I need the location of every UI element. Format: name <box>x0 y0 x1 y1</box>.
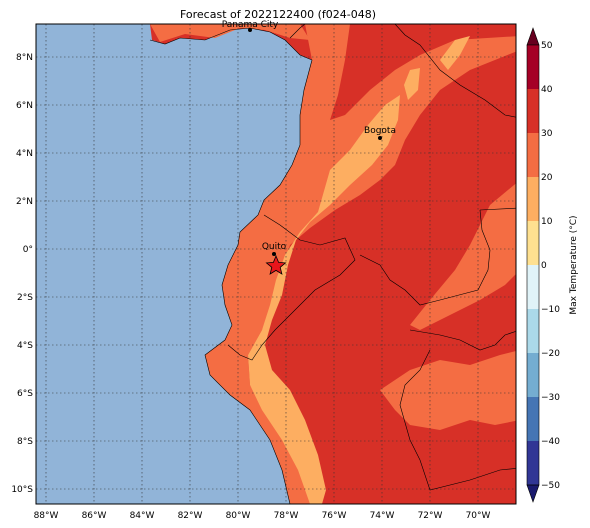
colorbar-label: Max Temperature (°C) <box>569 215 579 314</box>
colorbar-bin <box>527 309 539 353</box>
location-star-marker <box>265 254 287 275</box>
colorbar-bin <box>527 441 539 485</box>
lon-tick: 78°W <box>274 511 299 521</box>
x-axis-ticks: 88°W 86°W 84°W 82°W 80°W 78°W 76°W 74°W … <box>34 511 491 521</box>
lat-tick: 8°N <box>16 53 33 63</box>
lat-tick: 2°S <box>17 293 33 303</box>
colorbar-tick: −10 <box>541 305 560 315</box>
map-title: Forecast of 2022122400 (f024-048) <box>179 8 377 21</box>
city-quito: Quito <box>262 242 287 256</box>
city-label: Quito <box>262 242 287 252</box>
lat-tick: 6°N <box>16 101 33 111</box>
gridlines <box>36 24 516 504</box>
colorbar: 50 40 30 20 10 0 −10 −20 −30 −40 −50 Max… <box>526 27 579 503</box>
lon-tick: 74°W <box>370 511 395 521</box>
colorbar-bin <box>527 177 539 221</box>
lon-tick: 72°W <box>418 511 443 521</box>
lat-tick: 4°N <box>16 149 33 159</box>
colorbar-bin <box>527 353 539 397</box>
lat-tick: 10°S <box>11 485 33 495</box>
colorbar-extend-top <box>526 27 540 46</box>
lon-tick: 70°W <box>466 511 491 521</box>
city-dot <box>378 136 382 140</box>
colorbar-tick: 50 <box>541 41 553 51</box>
lon-tick: 76°W <box>322 511 347 521</box>
colorbar-tick: 10 <box>541 217 553 227</box>
lon-tick: 86°W <box>82 511 107 521</box>
colorbar-tick: −50 <box>541 481 560 491</box>
colorbar-tick: −30 <box>541 393 560 403</box>
lat-tick: 0° <box>23 245 33 255</box>
city-dot <box>248 28 252 32</box>
city-label: Bogota <box>364 126 396 136</box>
colorbar-tick: 0 <box>541 261 547 271</box>
map-frame <box>35 23 517 505</box>
colorbar-bin <box>527 397 539 441</box>
city-panama: Panama City <box>222 20 279 32</box>
colorbar-tick: 30 <box>541 129 553 139</box>
lon-tick: 82°W <box>178 511 203 521</box>
colorbar-bin <box>527 265 539 309</box>
lat-tick: 6°S <box>17 389 33 399</box>
lon-tick: 84°W <box>130 511 155 521</box>
city-label: Panama City <box>222 20 279 30</box>
colorbar-bin <box>527 45 539 89</box>
city-dot <box>272 252 276 256</box>
lon-tick: 80°W <box>226 511 251 521</box>
lat-tick: 8°S <box>17 437 33 447</box>
colorbar-extend-bottom <box>526 484 540 503</box>
colorbar-bin <box>527 221 539 265</box>
lat-tick: 4°S <box>17 341 33 351</box>
lat-tick: 2°N <box>16 197 33 207</box>
colorbar-tick: −20 <box>541 349 560 359</box>
colorbar-tick: 40 <box>541 85 553 95</box>
colorbar-tick: −40 <box>541 437 560 447</box>
y-axis-ticks: 8°N 6°N 4°N 2°N 0° 2°S 4°S 6°S 8°S 10°S <box>11 53 33 495</box>
colorbar-frame <box>526 44 540 486</box>
colorbar-bin <box>527 133 539 177</box>
city-bogota: Bogota <box>364 126 396 140</box>
colorbar-tick: 20 <box>541 173 553 183</box>
colorbar-bin <box>527 89 539 133</box>
lon-tick: 88°W <box>34 511 59 521</box>
land-mild <box>248 95 400 504</box>
